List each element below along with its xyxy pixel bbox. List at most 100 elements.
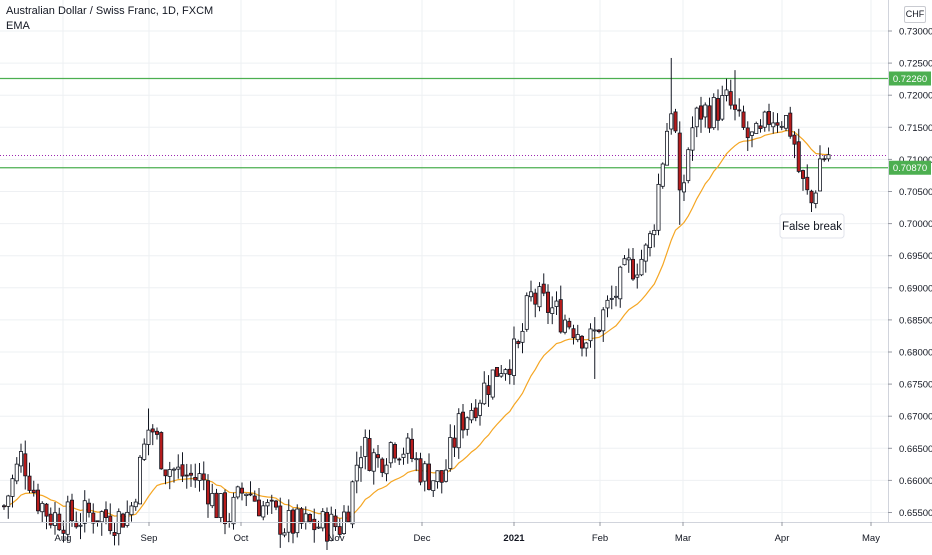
candle-body bbox=[431, 480, 436, 492]
candle-body bbox=[244, 493, 249, 496]
candle-body bbox=[597, 329, 602, 333]
candle-body bbox=[792, 134, 797, 145]
candle-body bbox=[121, 513, 126, 528]
candle-body bbox=[239, 487, 244, 494]
candle-body bbox=[282, 532, 287, 536]
y-tick-label: 0.70500 bbox=[899, 187, 932, 198]
candle-body bbox=[108, 515, 113, 532]
candle-body bbox=[222, 492, 227, 525]
candle-body bbox=[456, 413, 461, 449]
candle-body bbox=[741, 111, 746, 128]
y-tick-label: 0.66000 bbox=[899, 476, 932, 487]
candle-body bbox=[99, 511, 104, 523]
candle-body bbox=[554, 300, 559, 307]
indicator-label[interactable]: EMA bbox=[6, 20, 30, 32]
candle-body bbox=[601, 309, 606, 332]
candles bbox=[2, 57, 831, 555]
candle-body bbox=[575, 334, 580, 341]
candle-body bbox=[414, 458, 419, 461]
y-tick-label: 0.67000 bbox=[899, 412, 932, 423]
candle-body bbox=[397, 458, 402, 461]
candle-body bbox=[312, 518, 317, 531]
candle-body bbox=[286, 510, 291, 533]
annotation-box[interactable] bbox=[779, 213, 845, 239]
candle-body bbox=[775, 122, 780, 126]
candle-body bbox=[435, 470, 440, 483]
candle-body bbox=[273, 500, 278, 508]
candle-body bbox=[643, 244, 648, 262]
candle-body bbox=[745, 127, 750, 139]
candle-body bbox=[261, 505, 266, 518]
candle-body bbox=[762, 111, 767, 128]
candle-body bbox=[201, 473, 206, 481]
candle-body bbox=[23, 453, 28, 477]
candle-body bbox=[720, 95, 725, 120]
candle-body bbox=[358, 457, 363, 469]
candle-body bbox=[694, 107, 699, 128]
candle-body bbox=[188, 472, 193, 476]
candle-body bbox=[401, 453, 406, 458]
candle-body bbox=[618, 266, 623, 300]
candle-body bbox=[724, 89, 729, 96]
candle-body bbox=[163, 469, 168, 477]
candle-body bbox=[150, 428, 155, 433]
level-price-tag bbox=[889, 71, 931, 86]
candle-body bbox=[278, 505, 283, 535]
x-tick-label: Apr bbox=[775, 533, 790, 544]
price-axis[interactable]: 0.73000 0.72500 0.72000 0.71500 0.71000 0.705… bbox=[888, 0, 932, 522]
x-tick-label: Mar bbox=[675, 533, 691, 544]
candle-body bbox=[626, 257, 631, 261]
candle-body bbox=[380, 458, 385, 473]
candle-body bbox=[2, 505, 7, 508]
candle-body bbox=[146, 429, 151, 445]
currency-label[interactable]: CHF bbox=[904, 6, 926, 23]
candle-body bbox=[91, 512, 96, 524]
candle-body bbox=[70, 499, 75, 522]
candle-body bbox=[622, 258, 627, 266]
support-resistance-levels bbox=[0, 77, 888, 169]
candle-body bbox=[571, 328, 576, 339]
candle-body bbox=[316, 526, 321, 529]
candle-body bbox=[682, 182, 687, 193]
x-tick-label: Aug bbox=[55, 533, 72, 544]
candle-body bbox=[176, 466, 181, 470]
candle-body bbox=[329, 513, 334, 542]
candle-body bbox=[422, 463, 427, 482]
candle-body bbox=[567, 320, 572, 328]
candle-body bbox=[142, 443, 147, 460]
candle-body bbox=[818, 158, 823, 192]
x-tick-label: Feb bbox=[592, 533, 608, 544]
candle-body bbox=[363, 437, 368, 457]
candle-body bbox=[137, 456, 142, 505]
candle-body bbox=[248, 493, 253, 496]
candle-body bbox=[473, 407, 478, 419]
candle-body bbox=[520, 330, 525, 343]
candle-body bbox=[388, 442, 393, 464]
candle-body bbox=[512, 338, 517, 376]
candle-body bbox=[822, 158, 827, 161]
candle-body bbox=[494, 367, 499, 377]
candle-body bbox=[18, 451, 23, 467]
candle-body bbox=[439, 470, 444, 483]
candle-body bbox=[40, 502, 45, 513]
candle-body bbox=[384, 464, 389, 475]
candle-body bbox=[652, 230, 657, 236]
candle-body bbox=[779, 125, 784, 128]
y-tick-label: 0.70000 bbox=[899, 219, 932, 230]
chart-legend: Australian Dollar / Swiss Franc, 1D, FXC… bbox=[6, 4, 213, 34]
candle-body bbox=[231, 496, 236, 525]
candle-body bbox=[53, 512, 58, 526]
candle-body bbox=[409, 438, 414, 459]
candle-body bbox=[728, 91, 733, 106]
level-price-tag bbox=[889, 160, 931, 175]
candle-body bbox=[796, 141, 801, 172]
candle-body bbox=[405, 437, 410, 454]
annotation-layer: False break bbox=[779, 213, 845, 239]
candle-body bbox=[82, 500, 87, 524]
candle-body bbox=[333, 515, 338, 528]
candle-body bbox=[61, 529, 66, 534]
candle-body bbox=[48, 513, 53, 526]
time-axis[interactable]: Aug Sep Oct Nov Dec 2021 Feb Mar Apr May bbox=[0, 522, 932, 544]
